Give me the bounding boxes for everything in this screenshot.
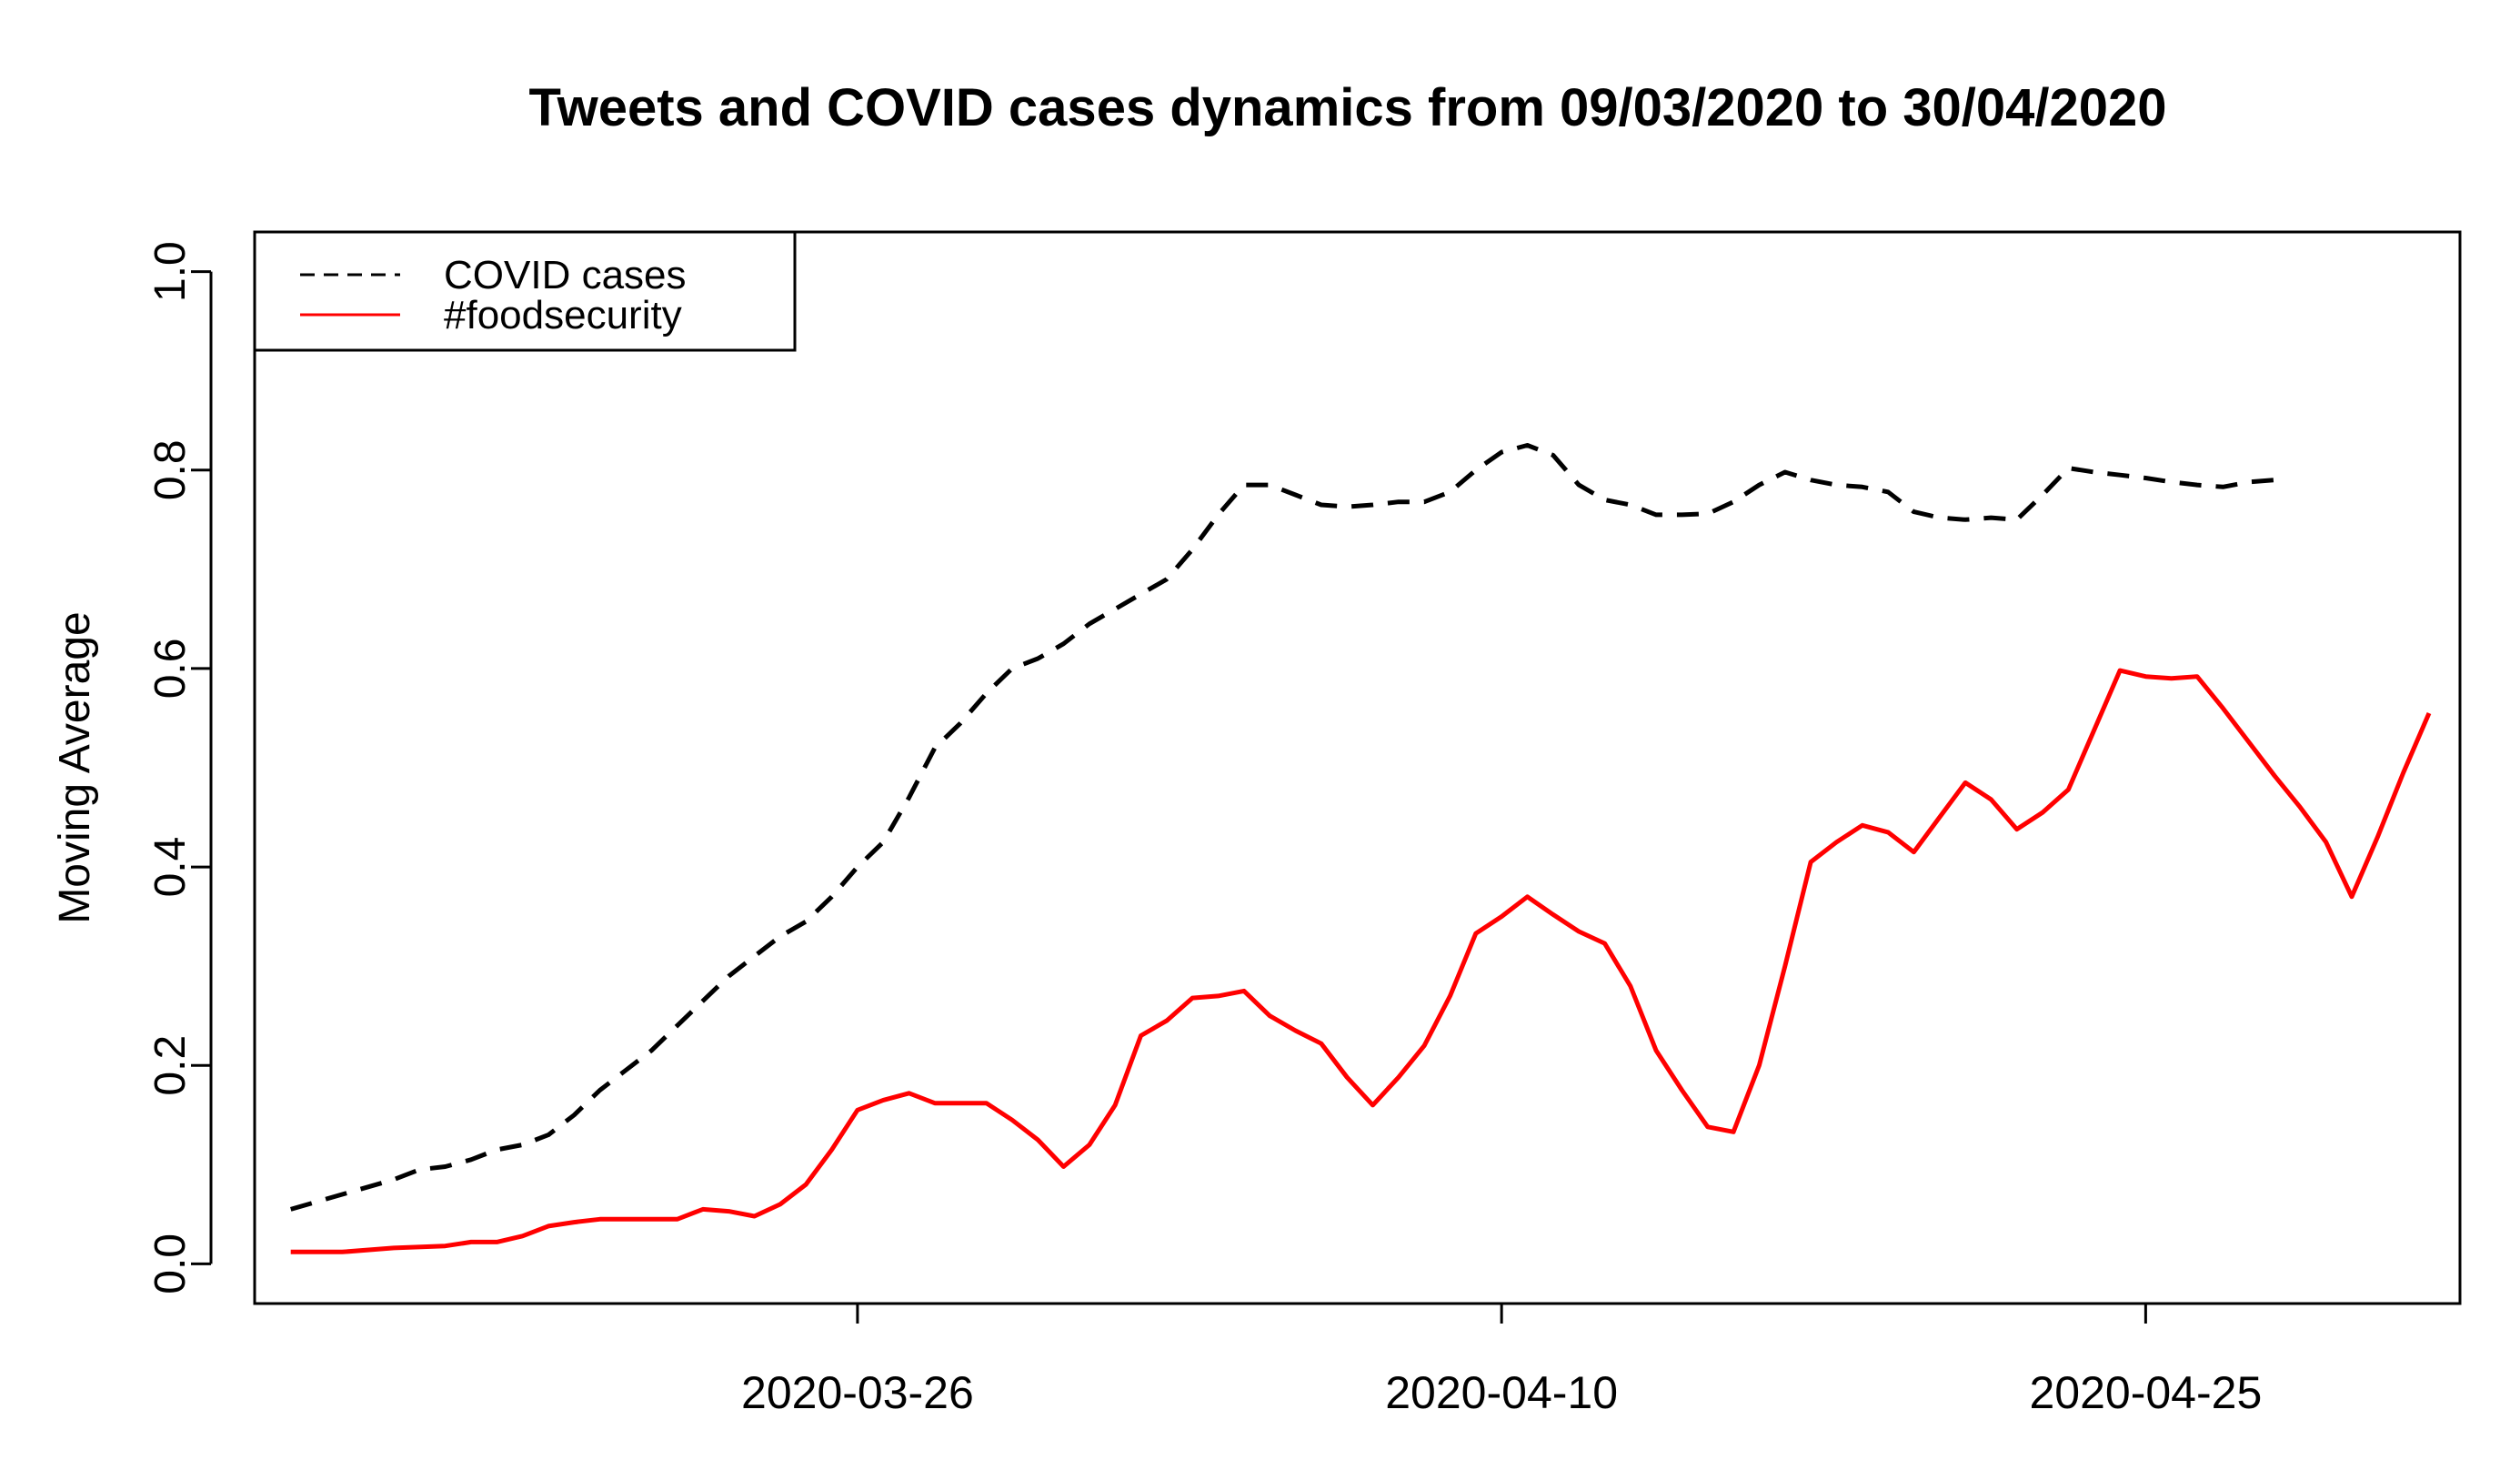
series-layer	[290, 443, 2432, 1254]
y-tick-label: 0.8	[146, 439, 195, 500]
y-tick-label: 1.0	[146, 241, 195, 302]
legend-label-foodsecurity: #foodsecurity	[444, 293, 682, 337]
legend: COVID cases #foodsecurity	[253, 230, 797, 352]
y-axis-label: Moving Average	[51, 611, 99, 923]
plot-area-frame	[253, 230, 2462, 1305]
series-line-covid-cases	[290, 443, 2275, 1212]
series-line-foodsecurity	[290, 668, 2432, 1254]
y-tick-label: 0.0	[146, 1233, 195, 1294]
x-tick-label: 2020-03-26	[741, 1367, 974, 1418]
x-tick-label: 2020-04-25	[2029, 1367, 2262, 1418]
y-tick-label: 0.6	[146, 639, 195, 700]
legend-box	[253, 230, 797, 352]
y-tick-label: 0.4	[146, 837, 195, 898]
chart-title: Tweets and COVID cases dynamics from 09/…	[528, 78, 2166, 137]
y-axis: 0.0 0.2 0.4 0.6 0.8 1.0	[146, 241, 213, 1294]
legend-label-covid-cases: COVID cases	[444, 253, 687, 297]
x-tick-label: 2020-04-10	[1385, 1367, 1618, 1418]
x-axis: 2020-03-26 2020-04-10 2020-04-25	[741, 1304, 2262, 1418]
y-tick-label: 0.2	[146, 1035, 195, 1096]
